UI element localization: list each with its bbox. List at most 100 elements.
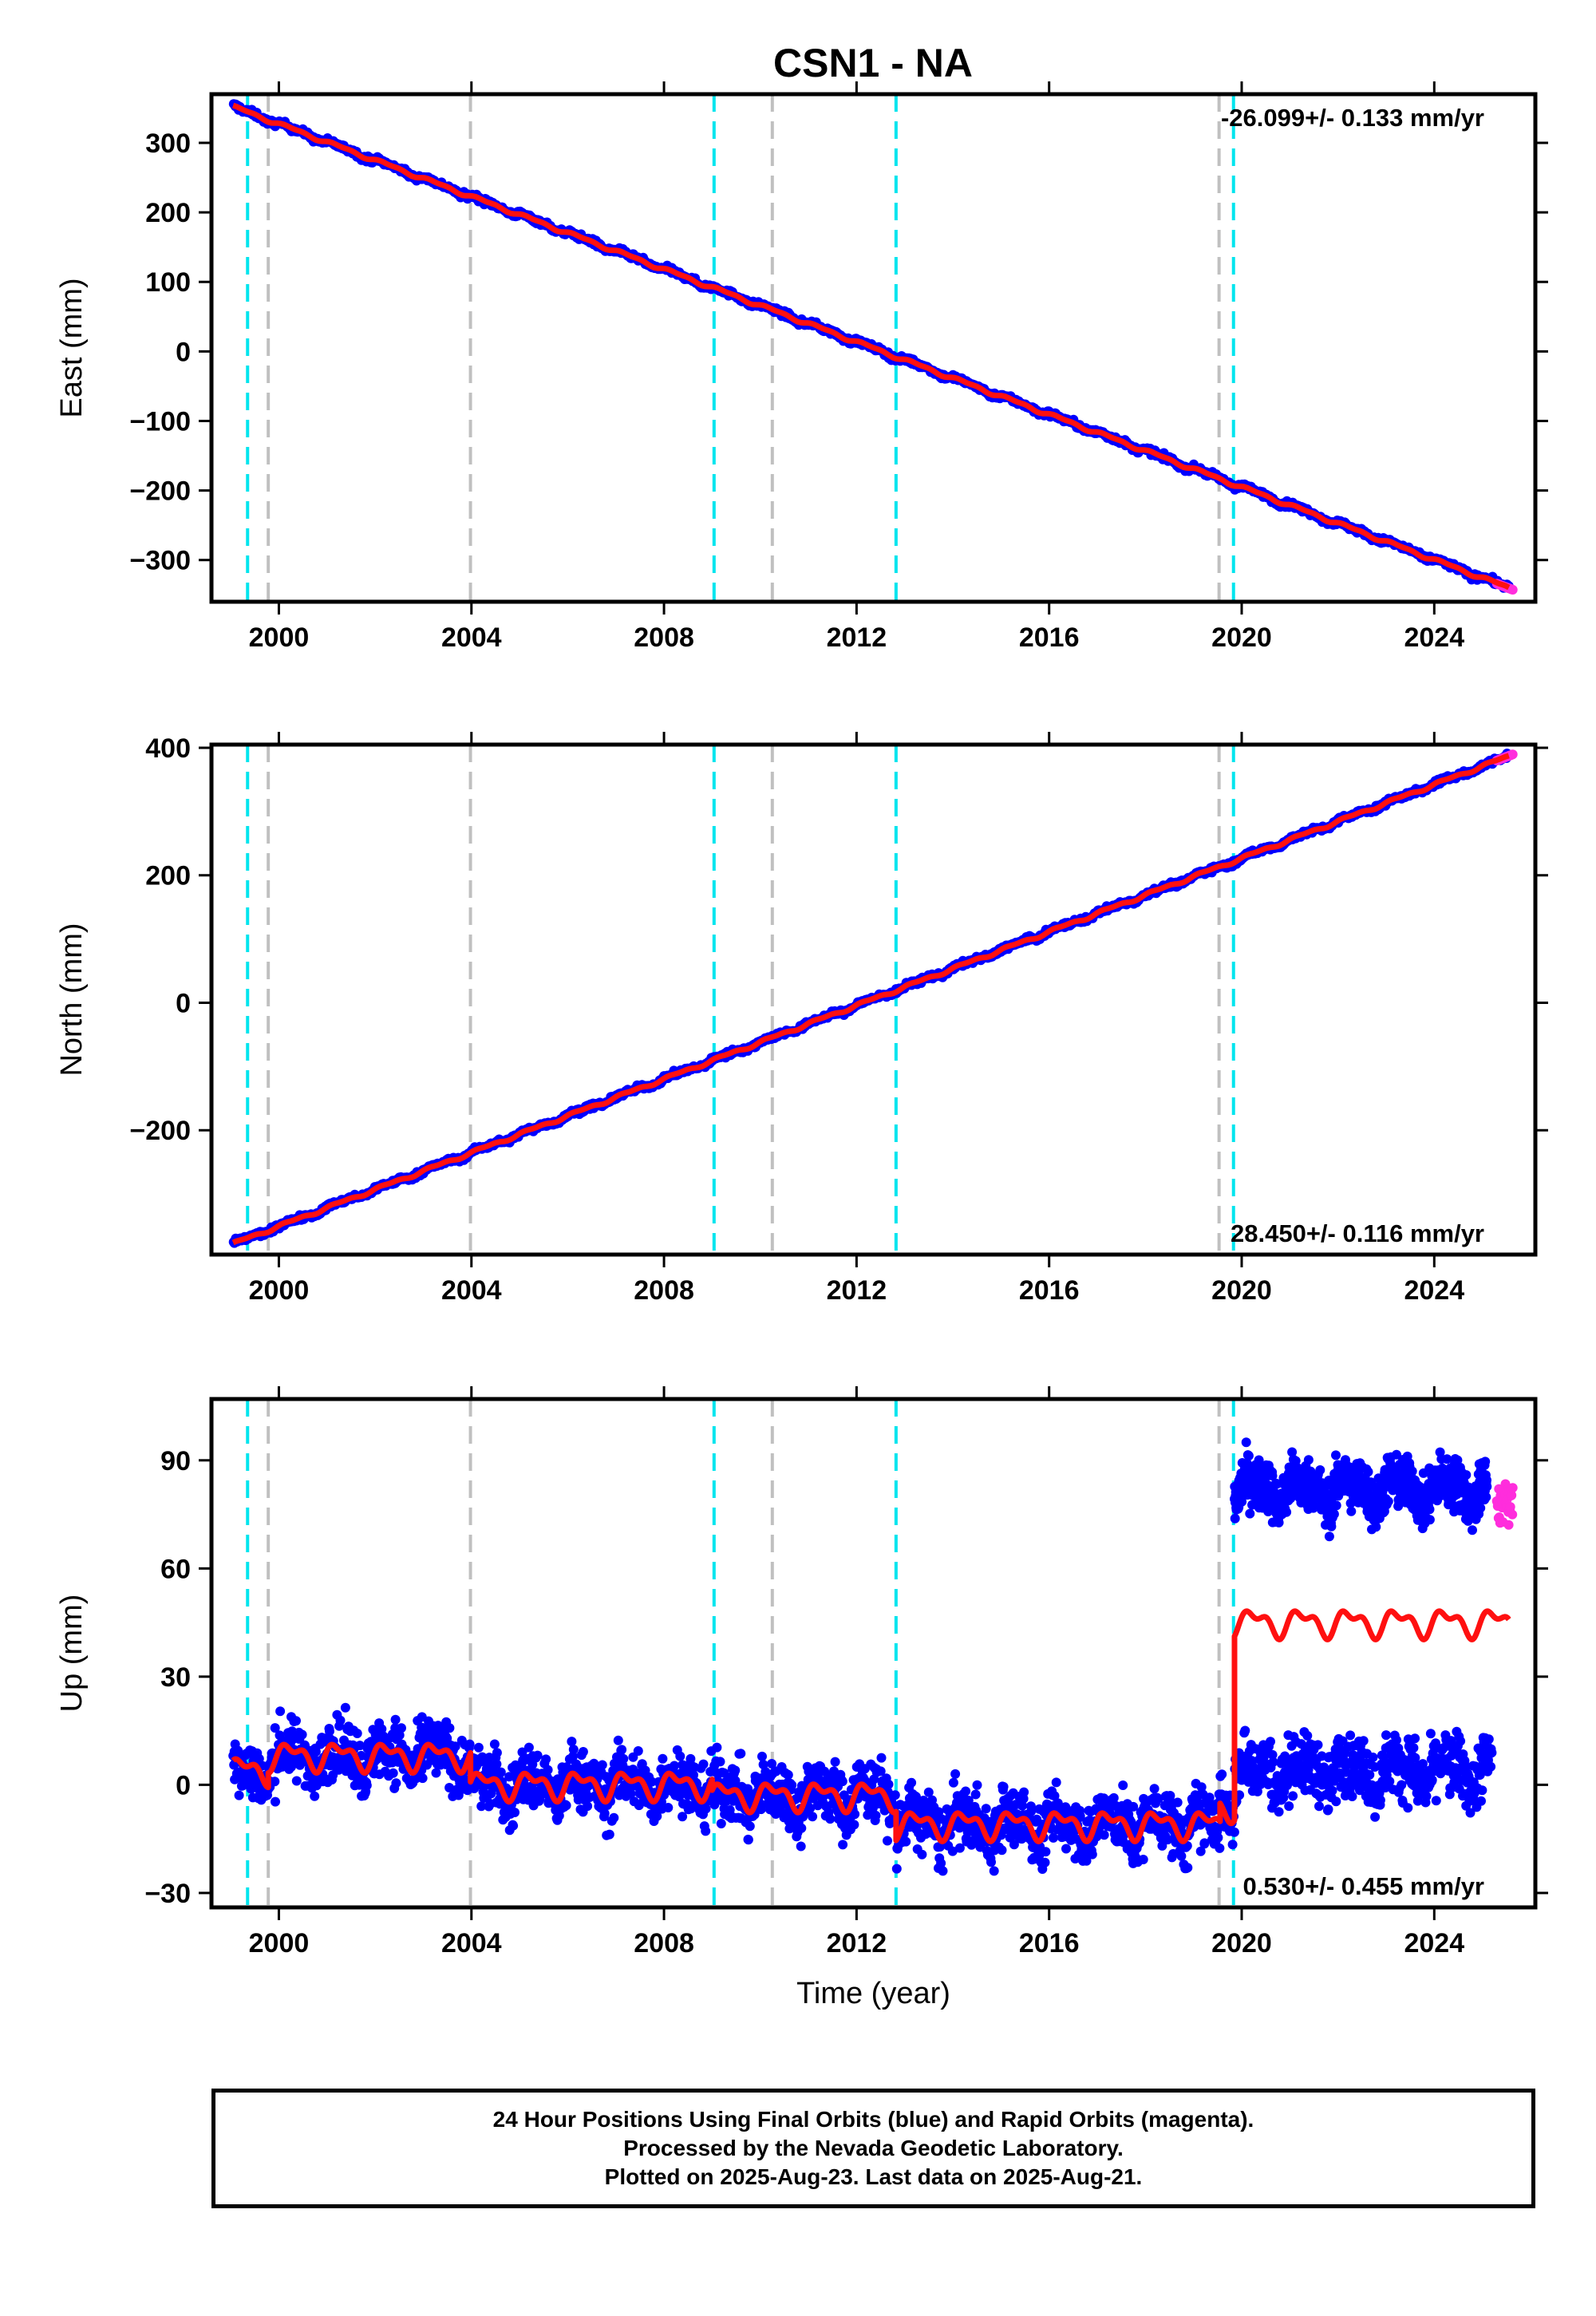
plot-area xyxy=(228,745,1518,1255)
data-point xyxy=(599,1808,610,1819)
data-point xyxy=(970,1789,981,1800)
data-point xyxy=(567,1737,577,1747)
data-point xyxy=(736,1749,746,1759)
data-point xyxy=(543,1765,553,1775)
final-orbit-points xyxy=(228,1437,1497,1876)
data-point xyxy=(743,1835,753,1845)
data-point xyxy=(234,1790,244,1800)
data-point xyxy=(883,1779,894,1789)
y-tick-label: 0 xyxy=(176,988,191,1018)
data-point xyxy=(876,1753,887,1763)
chart-title: CSN1 - NA xyxy=(773,41,973,85)
data-point xyxy=(609,1812,619,1823)
x-tick-label: 2008 xyxy=(634,622,694,653)
data-point xyxy=(796,1823,807,1833)
data-point xyxy=(431,1768,441,1778)
data-point xyxy=(361,1780,372,1791)
data-point xyxy=(517,1747,527,1757)
data-point xyxy=(907,1777,917,1788)
data-point xyxy=(291,1716,301,1726)
data-point xyxy=(275,1706,286,1717)
x-tick-label: 2004 xyxy=(441,1275,502,1306)
plot-frame xyxy=(209,92,1538,604)
x-tick-label: 2004 xyxy=(441,622,502,653)
x-tick-label: 2008 xyxy=(634,1275,694,1306)
data-point xyxy=(663,1803,674,1812)
x-tick-label: 2000 xyxy=(249,622,310,653)
data-point xyxy=(997,1845,1007,1856)
data-point xyxy=(986,1857,996,1867)
data-point xyxy=(715,1757,725,1767)
data-point xyxy=(950,1769,961,1779)
data-point xyxy=(685,1753,696,1764)
rate-label: -26.099+/- 0.133 mm/yr xyxy=(1221,104,1484,132)
data-point xyxy=(670,1761,680,1771)
data-point xyxy=(297,1729,307,1740)
data-point xyxy=(849,1820,859,1830)
data-point xyxy=(492,1759,502,1769)
y-tick-label: 100 xyxy=(145,267,191,298)
y-axis-label: East (mm) xyxy=(55,278,89,417)
y-tick-label: 300 xyxy=(145,128,191,159)
data-point xyxy=(890,1790,900,1800)
data-point xyxy=(270,1777,280,1787)
x-tick-label: 2016 xyxy=(1019,622,1080,653)
model-fit-line xyxy=(232,102,1511,591)
data-point xyxy=(334,1765,344,1775)
data-point xyxy=(568,1745,579,1755)
data-point xyxy=(981,1804,991,1814)
data-point xyxy=(917,1849,927,1860)
x-tick-label: 2020 xyxy=(1211,622,1272,653)
x-tick-label: 2020 xyxy=(1211,1275,1272,1306)
data-point xyxy=(745,1821,755,1832)
y-tick-label: 200 xyxy=(145,861,191,891)
rapid-data-point xyxy=(1507,585,1518,595)
data-point xyxy=(388,1768,398,1778)
data-point xyxy=(787,1780,797,1790)
x-tick-label: 2016 xyxy=(1019,1275,1080,1306)
data-point xyxy=(597,1760,607,1770)
data-point xyxy=(837,1777,847,1787)
data-point xyxy=(989,1866,999,1876)
data-point xyxy=(492,1748,502,1758)
rapid-data-point xyxy=(1507,749,1518,760)
data-point xyxy=(825,1814,836,1824)
data-point xyxy=(508,1820,519,1831)
data-point xyxy=(891,1863,902,1874)
data-point xyxy=(310,1791,320,1801)
rate-label: 28.450+/- 0.116 mm/yr xyxy=(1231,1219,1484,1247)
data-point xyxy=(340,1702,350,1713)
y-tick-label: 0 xyxy=(176,337,191,367)
data-point xyxy=(450,1741,460,1752)
data-point xyxy=(617,1745,627,1755)
data-point xyxy=(510,1808,519,1817)
data-point xyxy=(730,1765,741,1776)
data-point xyxy=(568,1751,578,1761)
data-point xyxy=(938,1866,948,1876)
data-point xyxy=(901,1836,911,1847)
data-point xyxy=(390,1714,401,1725)
data-point xyxy=(701,1826,711,1836)
data-point xyxy=(961,1786,971,1796)
data-point xyxy=(701,1804,711,1814)
data-point xyxy=(805,1803,816,1813)
data-point xyxy=(464,1739,475,1749)
x-tick-label: 2024 xyxy=(1404,1275,1464,1306)
data-point xyxy=(496,1767,506,1777)
data-point xyxy=(391,1778,401,1788)
data-point xyxy=(444,1723,455,1733)
data-point xyxy=(578,1747,588,1757)
data-point xyxy=(397,1723,406,1733)
data-point xyxy=(291,1776,302,1786)
data-point xyxy=(796,1841,806,1852)
data-point xyxy=(883,1836,892,1846)
data-point xyxy=(767,1759,777,1769)
data-point xyxy=(473,1742,484,1753)
data-point xyxy=(830,1757,840,1767)
data-point xyxy=(626,1788,636,1799)
data-point xyxy=(678,1812,688,1822)
